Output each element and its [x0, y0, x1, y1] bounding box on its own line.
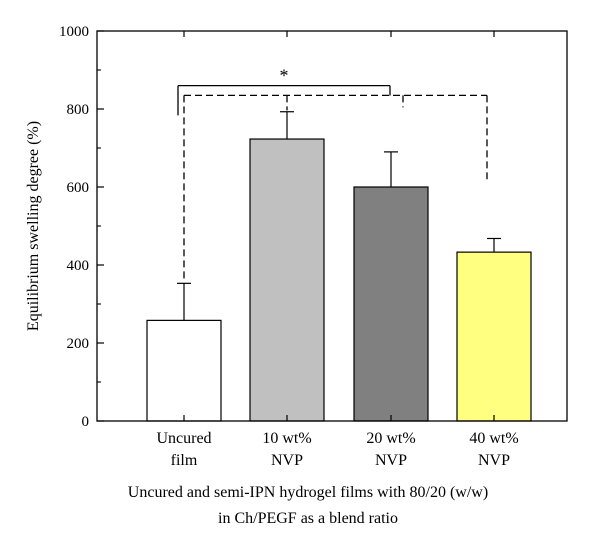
y-tick-label: 0 [82, 414, 90, 430]
error-bars-layer [177, 111, 501, 321]
y-tick-label: 800 [67, 102, 90, 118]
bar [146, 319, 222, 422]
y-tick-label: 1000 [59, 24, 89, 40]
x-category-label: 10 wt% [262, 430, 311, 447]
y-tick-label: 600 [67, 180, 90, 196]
y-axis-title: Equilibrium swelling degree (%) [25, 121, 42, 331]
bar [249, 138, 325, 422]
y-tick-label: 400 [67, 258, 90, 274]
x-axis: Uncured film 10 wt% NVP 20 wt% NVP 40 wt% NVP [156, 31, 519, 469]
x-axis-title-line-1: Uncured and semi-IPN hydrogel films with… [128, 484, 488, 501]
y-tick-label: 200 [67, 336, 90, 352]
x-category-label: Uncured [156, 430, 211, 447]
x-axis-title-line-2: in Ch/PEGF as a blend ratio [218, 510, 398, 527]
bar [456, 251, 532, 422]
x-category-label: 20 wt% [366, 430, 415, 447]
significance-brackets [177, 84, 488, 282]
x-category-label: film [171, 452, 198, 469]
x-category-label: 40 wt% [469, 430, 518, 447]
significance-star: * [280, 66, 289, 86]
x-category-label: NVP [271, 452, 303, 469]
y-axis: 0 200 400 600 800 1000 [59, 24, 104, 430]
bar [353, 186, 429, 422]
x-category-label: NVP [478, 452, 510, 469]
bars-layer [146, 138, 532, 422]
x-category-label: NVP [375, 452, 407, 469]
